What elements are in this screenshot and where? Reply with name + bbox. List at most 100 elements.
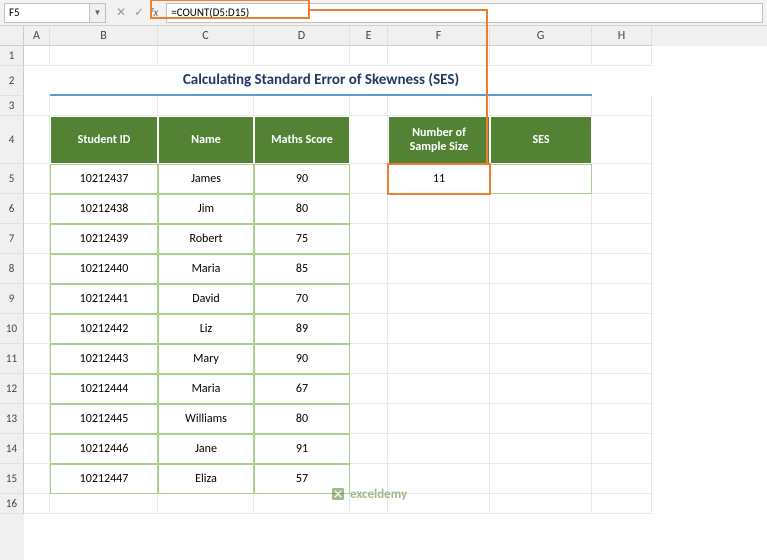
student-name-1[interactable]: Jim [158, 194, 254, 224]
student-score-2[interactable]: 75 [254, 224, 350, 254]
cell-G9[interactable] [490, 284, 592, 314]
cell-H2[interactable] [592, 66, 652, 96]
student-name-5[interactable]: Liz [158, 314, 254, 344]
main-header-0[interactable]: Student ID [50, 116, 158, 164]
cell-G11[interactable] [490, 344, 592, 374]
cell-A2[interactable] [24, 66, 50, 96]
student-name-4[interactable]: David [158, 284, 254, 314]
cell-C3[interactable] [158, 96, 254, 116]
student-name-2[interactable]: Robert [158, 224, 254, 254]
cell-G3[interactable] [490, 96, 592, 116]
student-id-4[interactable]: 10212441 [50, 284, 158, 314]
student-score-5[interactable]: 89 [254, 314, 350, 344]
col-header-C[interactable]: C [158, 26, 254, 46]
row-header-6[interactable]: 6 [0, 194, 24, 224]
student-score-8[interactable]: 80 [254, 404, 350, 434]
row-header-16[interactable]: 16 [0, 494, 24, 514]
cell-A15[interactable] [24, 464, 50, 494]
cancel-icon[interactable]: ✕ [116, 5, 126, 20]
student-id-6[interactable]: 10212443 [50, 344, 158, 374]
student-score-1[interactable]: 80 [254, 194, 350, 224]
row-header-2[interactable]: 2 [0, 66, 24, 96]
sheet[interactable]: Calculating Standard Error of Skewness (… [24, 46, 767, 514]
cell-G13[interactable] [490, 404, 592, 434]
cell-G14[interactable] [490, 434, 592, 464]
cell-H6[interactable] [592, 194, 652, 224]
cell-E13[interactable] [350, 404, 388, 434]
cell-G8[interactable] [490, 254, 592, 284]
cell-H4[interactable] [592, 116, 652, 164]
cell-H13[interactable] [592, 404, 652, 434]
cell-H5[interactable] [592, 164, 652, 194]
col-header-H[interactable]: H [592, 26, 652, 46]
cell-E4[interactable] [350, 116, 388, 164]
student-id-7[interactable]: 10212444 [50, 374, 158, 404]
cell-E7[interactable] [350, 224, 388, 254]
student-id-5[interactable]: 10212442 [50, 314, 158, 344]
side-header-0[interactable]: Number ofSample Size [388, 116, 490, 164]
cell-G6[interactable] [490, 194, 592, 224]
cell-A4[interactable] [24, 116, 50, 164]
cell-E12[interactable] [350, 374, 388, 404]
cell-B16[interactable] [50, 494, 158, 514]
cell-C16[interactable] [158, 494, 254, 514]
cell-A10[interactable] [24, 314, 50, 344]
student-id-10[interactable]: 10212447 [50, 464, 158, 494]
student-name-3[interactable]: Maria [158, 254, 254, 284]
fx-icon[interactable]: fx [150, 6, 158, 19]
student-name-10[interactable]: Eliza [158, 464, 254, 494]
cell-D3[interactable] [254, 96, 350, 116]
row-header-4[interactable]: 4 [0, 116, 24, 164]
sample-size-cell[interactable]: 11 [388, 164, 490, 194]
student-name-0[interactable]: James [158, 164, 254, 194]
cell-A9[interactable] [24, 284, 50, 314]
cell-D1[interactable] [254, 46, 350, 66]
cell-H14[interactable] [592, 434, 652, 464]
cell-E3[interactable] [350, 96, 388, 116]
row-header-1[interactable]: 1 [0, 46, 24, 66]
student-id-9[interactable]: 10212446 [50, 434, 158, 464]
cell-A12[interactable] [24, 374, 50, 404]
cell-A7[interactable] [24, 224, 50, 254]
formula-bar[interactable]: =COUNT(D5:D15) [166, 3, 763, 23]
student-score-6[interactable]: 90 [254, 344, 350, 374]
cell-G10[interactable] [490, 314, 592, 344]
row-header-7[interactable]: 7 [0, 224, 24, 254]
cell-H8[interactable] [592, 254, 652, 284]
student-score-9[interactable]: 91 [254, 434, 350, 464]
cell-H9[interactable] [592, 284, 652, 314]
cell-A1[interactable] [24, 46, 50, 66]
col-header-F[interactable]: F [388, 26, 490, 46]
col-header-G[interactable]: G [490, 26, 592, 46]
row-header-5[interactable]: 5 [0, 164, 24, 194]
student-id-3[interactable]: 10212440 [50, 254, 158, 284]
cell-F11[interactable] [388, 344, 490, 374]
cell-H12[interactable] [592, 374, 652, 404]
cell-F9[interactable] [388, 284, 490, 314]
ses-cell[interactable] [490, 164, 592, 194]
cell-H3[interactable] [592, 96, 652, 116]
cell-H15[interactable] [592, 464, 652, 494]
cell-G16[interactable] [490, 494, 592, 514]
cell-A16[interactable] [24, 494, 50, 514]
row-header-9[interactable]: 9 [0, 284, 24, 314]
student-name-9[interactable]: Jane [158, 434, 254, 464]
row-header-13[interactable]: 13 [0, 404, 24, 434]
student-score-7[interactable]: 67 [254, 374, 350, 404]
cell-H1[interactable] [592, 46, 652, 66]
student-id-1[interactable]: 10212438 [50, 194, 158, 224]
row-header-10[interactable]: 10 [0, 314, 24, 344]
cell-E1[interactable] [350, 46, 388, 66]
cell-F12[interactable] [388, 374, 490, 404]
student-id-2[interactable]: 10212439 [50, 224, 158, 254]
cell-H11[interactable] [592, 344, 652, 374]
student-name-7[interactable]: Maria [158, 374, 254, 404]
student-name-6[interactable]: Mary [158, 344, 254, 374]
cell-F13[interactable] [388, 404, 490, 434]
cell-H16[interactable] [592, 494, 652, 514]
cell-B1[interactable] [50, 46, 158, 66]
cell-A13[interactable] [24, 404, 50, 434]
cell-E14[interactable] [350, 434, 388, 464]
cell-E6[interactable] [350, 194, 388, 224]
cell-F14[interactable] [388, 434, 490, 464]
